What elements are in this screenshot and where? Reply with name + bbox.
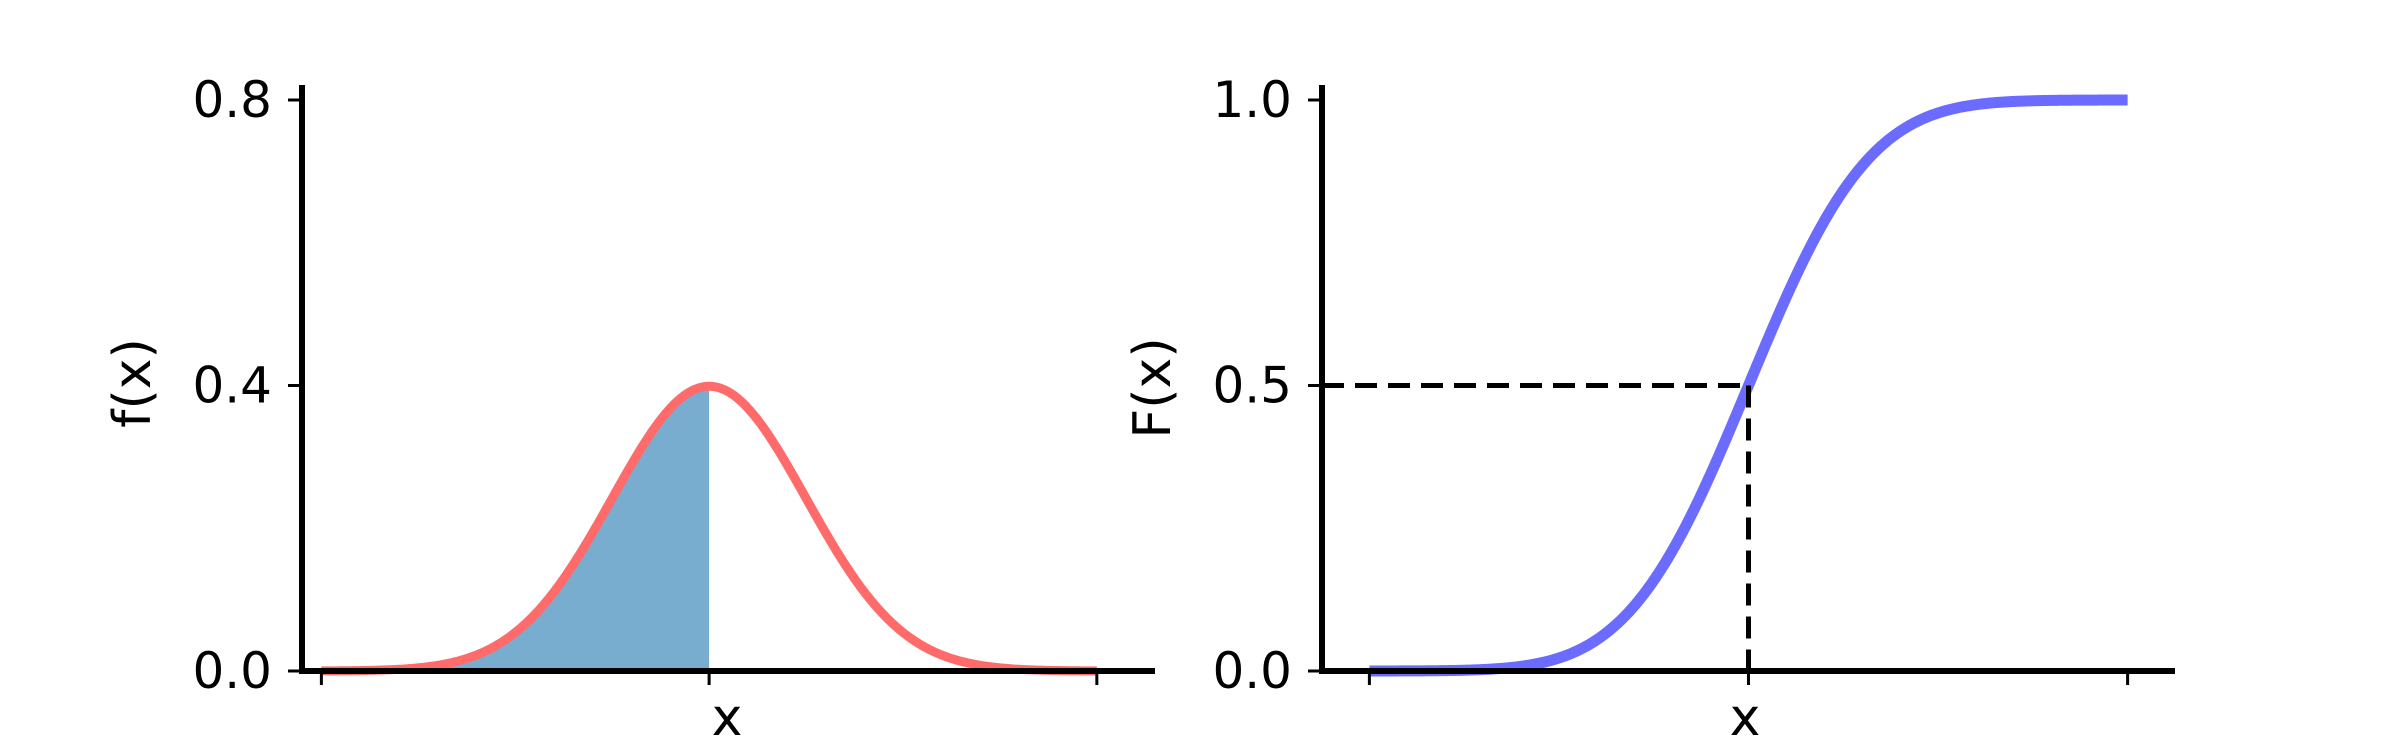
cdf-y-tick-label: 0.0	[1212, 642, 1292, 700]
pdf-curve	[318, 381, 1100, 676]
pdf-y-tick-label: 0.0	[192, 642, 272, 700]
cdf-x-axis-label: x	[1730, 688, 1761, 748]
cdf-y-axis-label: F(x)	[1123, 337, 1183, 438]
pdf-y-tick-label: 0.8	[192, 71, 272, 129]
pdf-x-axis-label: x	[712, 688, 743, 748]
pdf-y-axis-label: f(x)	[103, 338, 163, 428]
pdf-shaded-area	[321, 386, 710, 671]
pdf-panel: 0.0 0.4 0.8 x f(x)	[103, 71, 1155, 748]
pdf-ticks	[288, 98, 1099, 685]
pdf-y-tick-label: 0.4	[192, 357, 272, 415]
cdf-ticks	[1308, 98, 2130, 685]
cdf-y-tick-label: 0.5	[1212, 357, 1292, 415]
cdf-y-tick-label: 1.0	[1212, 71, 1292, 129]
cdf-panel: 0.0 0.5 1.0 x F(x)	[1123, 71, 2175, 748]
